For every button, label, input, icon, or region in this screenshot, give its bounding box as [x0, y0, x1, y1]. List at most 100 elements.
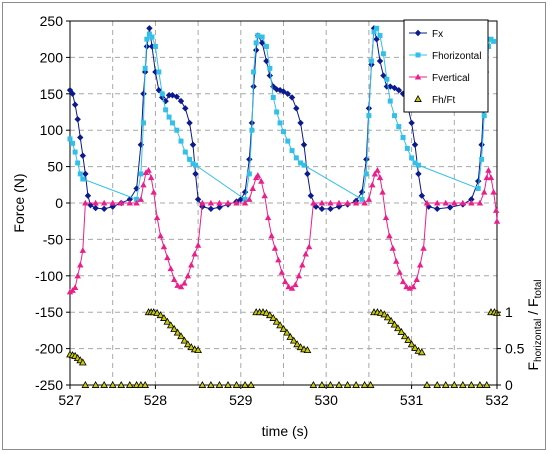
data-point [92, 199, 99, 206]
data-point [146, 25, 153, 32]
data-point [269, 314, 278, 321]
data-point [69, 90, 76, 97]
data-point [182, 149, 188, 155]
data-point [180, 336, 189, 344]
data-point [100, 199, 108, 206]
data-point [404, 145, 410, 151]
y-tick-label: 250 [40, 13, 64, 29]
data-point [476, 199, 484, 206]
legend-item: Fh/Ft [414, 94, 456, 106]
data-point [147, 174, 155, 181]
data-point [280, 88, 287, 95]
data-point [253, 40, 259, 46]
data-point [246, 196, 253, 202]
data-point [67, 136, 73, 142]
data-point [396, 268, 403, 275]
x-tick-label: 528 [144, 392, 168, 408]
data-point [281, 129, 286, 135]
data-point [144, 36, 150, 42]
data-point [327, 199, 334, 206]
data-point [359, 196, 365, 202]
data-point [169, 120, 175, 126]
y-axis-label: Force (N) [11, 173, 27, 232]
data-point [77, 261, 84, 268]
legend: Fx Fhorizontal Fvertical Fh/Ft [403, 19, 489, 113]
data-point [150, 188, 157, 195]
data-point [406, 284, 414, 291]
data-point [74, 116, 81, 123]
data-point [420, 244, 427, 251]
data-point [386, 232, 393, 239]
y-tick-label: 50 [47, 159, 63, 175]
data-point [492, 207, 500, 213]
data-point [288, 284, 296, 291]
y-tick-label: 100 [40, 122, 64, 138]
data-point [307, 192, 315, 199]
legend-item: Fvertical [409, 73, 470, 84]
data-point [140, 120, 146, 126]
data-point [403, 283, 410, 290]
y-tick-label: 0 [55, 195, 63, 211]
y-tick-label: -100 [35, 268, 63, 284]
data-point [247, 380, 255, 388]
data-point [468, 199, 475, 206]
data-point [377, 33, 383, 39]
data-point [400, 134, 406, 140]
legend-marker [414, 94, 422, 102]
data-point [265, 311, 274, 319]
data-point [72, 149, 78, 155]
data-point [241, 380, 249, 388]
data-point [478, 141, 485, 148]
data-point [416, 261, 424, 268]
y-tick-label: 200 [40, 49, 64, 65]
data-point [266, 72, 274, 79]
data-point [84, 192, 92, 199]
data-point [163, 107, 169, 113]
data-point [382, 214, 390, 221]
data-point [166, 114, 172, 120]
data-point [389, 244, 397, 251]
data-point [335, 380, 343, 388]
data-point [189, 141, 197, 148]
data-point [78, 358, 87, 366]
data-point [153, 214, 161, 221]
data-point [77, 171, 83, 177]
data-point [361, 199, 368, 206]
x-tick-label: 527 [58, 392, 82, 408]
data-point [376, 57, 384, 65]
data-point [188, 261, 195, 268]
data-point [293, 155, 299, 161]
data-point [483, 174, 490, 181]
data-point [387, 316, 395, 324]
data-point [293, 105, 300, 112]
series-fhorizontal [67, 25, 497, 202]
data-point [141, 380, 150, 388]
data-point [310, 199, 317, 206]
data-point [365, 196, 373, 202]
data-point [467, 380, 476, 388]
data-point [358, 188, 366, 196]
data-point [216, 199, 223, 206]
data-point [177, 332, 185, 340]
data-point [393, 258, 400, 264]
data-point [418, 192, 426, 199]
data-point [233, 199, 240, 206]
data-point [92, 204, 99, 212]
data-point [305, 243, 313, 250]
data-point [259, 34, 265, 40]
data-point [263, 43, 269, 49]
data-point [408, 119, 415, 127]
data-point [376, 174, 384, 181]
data-point [261, 192, 268, 199]
data-point [190, 161, 196, 167]
data-point [246, 171, 252, 177]
data-point [327, 205, 334, 213]
data-point [475, 177, 482, 185]
data-point [423, 380, 431, 388]
data-point [82, 170, 89, 178]
data-point [303, 346, 312, 354]
data-point [459, 199, 467, 206]
data-point [249, 127, 255, 133]
data-point [174, 282, 181, 288]
